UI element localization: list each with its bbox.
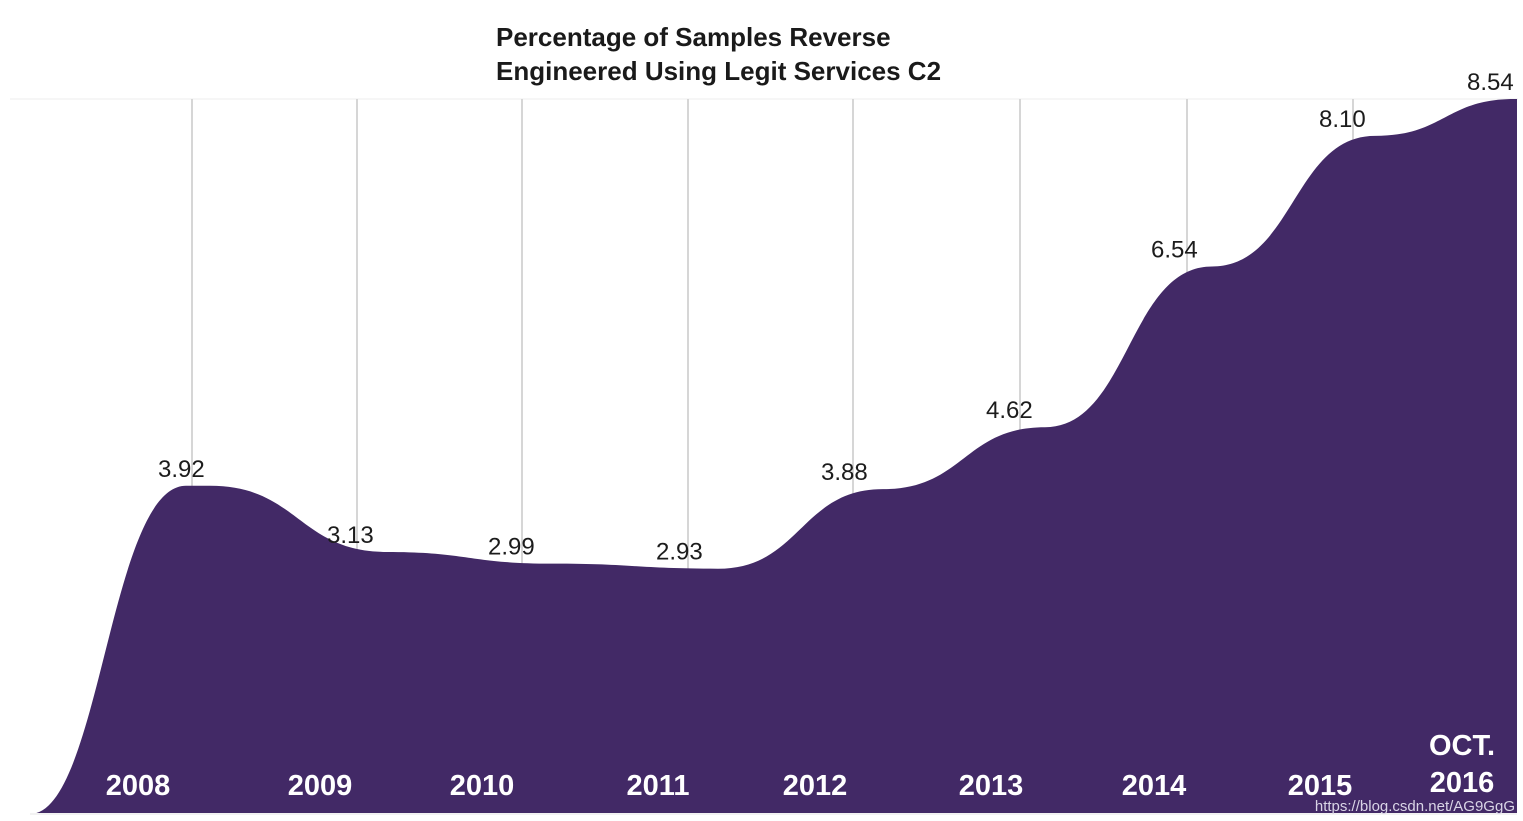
x-tick-label: 2009 (288, 770, 353, 802)
watermark-text: https://blog.csdn.net/AG9GgG (1314, 798, 1515, 815)
x-tick-label: 2013 (959, 770, 1024, 802)
data-label: 3.88 (821, 459, 868, 486)
x-tick-label: OCT. (1429, 730, 1495, 762)
x-tick-label: 2014 (1122, 770, 1187, 802)
x-tick-label: 2010 (450, 770, 515, 802)
x-tick-label: 2016 (1430, 767, 1495, 799)
data-label: 2.93 (656, 539, 703, 566)
data-label: 3.92 (158, 456, 205, 483)
data-label: 2.99 (488, 534, 535, 561)
x-tick-label: 2015 (1288, 770, 1353, 802)
chart-title: Percentage of Samples Reverse Engineered… (496, 20, 941, 88)
data-label: 8.54 (1467, 69, 1514, 96)
x-tick-label: 2011 (627, 770, 690, 802)
area-series (30, 99, 1517, 814)
x-tick-label: 2012 (783, 770, 848, 802)
chart-title-line-2: Engineered Using Legit Services C2 (496, 56, 942, 86)
data-label: 6.54 (1151, 236, 1198, 263)
chart-title-line-1: Percentage of Samples Reverse (496, 22, 891, 52)
data-label: 4.62 (986, 397, 1033, 424)
x-tick-label: 2008 (106, 770, 171, 802)
data-label: 3.13 (327, 522, 374, 549)
data-label: 8.10 (1319, 106, 1366, 133)
